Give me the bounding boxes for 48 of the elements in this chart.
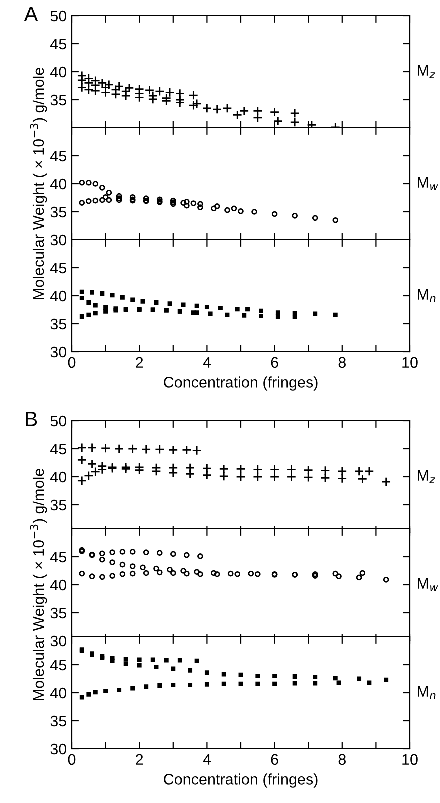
y-axis-title: Molecular Weight ( × 10$^{−3}$) g/mole	[30, 68, 48, 300]
y2-axis-title: M$_{n}$	[418, 686, 436, 700]
chart-title: B	[26, 412, 38, 426]
y-tick-label: 50	[50, 416, 67, 427]
y2-axis-title: M$_{w}$	[418, 578, 438, 592]
x-tick-label: 8	[338, 754, 346, 766]
y-tick-label: 50	[50, 10, 67, 22]
y-tick-label: 40	[50, 580, 67, 591]
y2-axis-title: M$_{n}$	[418, 289, 436, 302]
x-tick-label: 4	[203, 754, 211, 765]
y-tick-label: 35	[50, 206, 66, 218]
y-tick-label: 40	[50, 290, 67, 302]
y-tick-label: 45	[50, 660, 66, 671]
y-tick-label: 30	[50, 744, 67, 755]
y2-axis-title: M$_{z}$	[418, 470, 436, 484]
y-tick-label: 40	[50, 178, 67, 190]
y-tick-label: 35	[50, 608, 66, 619]
chart-title: A	[24, 7, 38, 22]
x-tick-label: 4	[203, 357, 211, 368]
y-tick-label: 30	[50, 346, 67, 358]
x-tick-label: 10	[402, 357, 418, 368]
y-tick-label: 35	[50, 716, 66, 727]
y-tick-label: 30	[50, 234, 67, 246]
x-tick-label: 10	[402, 754, 418, 766]
y-axis-title: Molecular Weight ( × 10$^{−3}$) g/mole	[30, 469, 48, 700]
x-tick-label: 6	[271, 357, 278, 368]
y-tick-label: 45	[50, 263, 66, 274]
y2-axis-title: M$_{w}$	[418, 177, 438, 190]
y-tick-label: 35	[50, 94, 66, 106]
y-tick-label: 45	[50, 552, 66, 563]
y-tick-label: 40	[50, 688, 67, 699]
x-tick-label: 8	[338, 357, 346, 368]
y-tick-label: 45	[50, 444, 66, 455]
y-tick-label: 35	[50, 500, 66, 511]
y-tick-label: 45	[50, 39, 66, 50]
x-tick-label: 2	[136, 357, 144, 368]
y-tick-label: 35	[50, 318, 66, 330]
x-tick-label: 0	[68, 357, 76, 368]
y-tick-label: 45	[50, 151, 66, 162]
y2-axis-title: M$_{z}$	[418, 65, 436, 78]
y-tick-label: 30	[50, 636, 67, 647]
y-tick-label: 40	[50, 472, 67, 483]
x-tick-label: 2	[136, 754, 144, 765]
x-axis-title: Concentration (fringes)	[164, 774, 318, 788]
x-axis-title: Concentration (fringes)	[164, 376, 318, 391]
y-tick-label: 40	[50, 66, 67, 78]
x-tick-label: 0	[68, 754, 76, 766]
x-tick-label: 6	[271, 754, 278, 766]
